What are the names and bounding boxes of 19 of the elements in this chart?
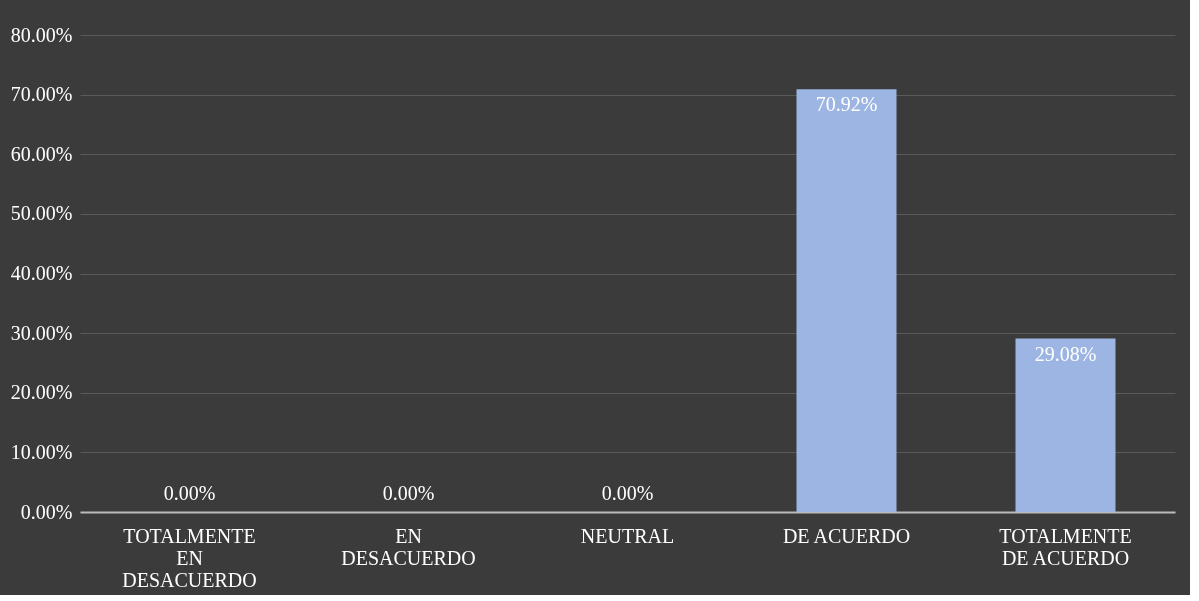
data-label: 0.00% xyxy=(163,482,216,504)
x-tick-label: EN DESACUERDO xyxy=(341,524,476,569)
y-tick-label: 20.00% xyxy=(10,381,73,404)
y-tick-label: 70.00% xyxy=(10,83,73,106)
data-label: 0.00% xyxy=(601,482,654,504)
y-tick-label: 10.00% xyxy=(10,440,73,463)
y-tick-label: 50.00% xyxy=(10,202,73,225)
y-tick-label: 40.00% xyxy=(10,262,73,284)
data-label: 0.00% xyxy=(382,482,435,504)
data-label: 29.08% xyxy=(1034,342,1097,365)
y-tick-label: 30.00% xyxy=(10,321,73,344)
x-tick-label: TOTALMENTE EN DESACUERDO xyxy=(122,524,257,591)
data-label: 70.92% xyxy=(815,93,878,116)
y-tick-label: 60.00% xyxy=(10,142,73,165)
x-tick-label: TOTALMENTE DE ACUERDO xyxy=(999,524,1132,569)
x-tick-label: DE ACUERDO xyxy=(782,524,911,547)
x-tick-label: NEUTRAL xyxy=(580,524,675,547)
y-tick-label: 0.00% xyxy=(20,500,73,523)
y-tick-label: 80.00% xyxy=(10,23,73,46)
